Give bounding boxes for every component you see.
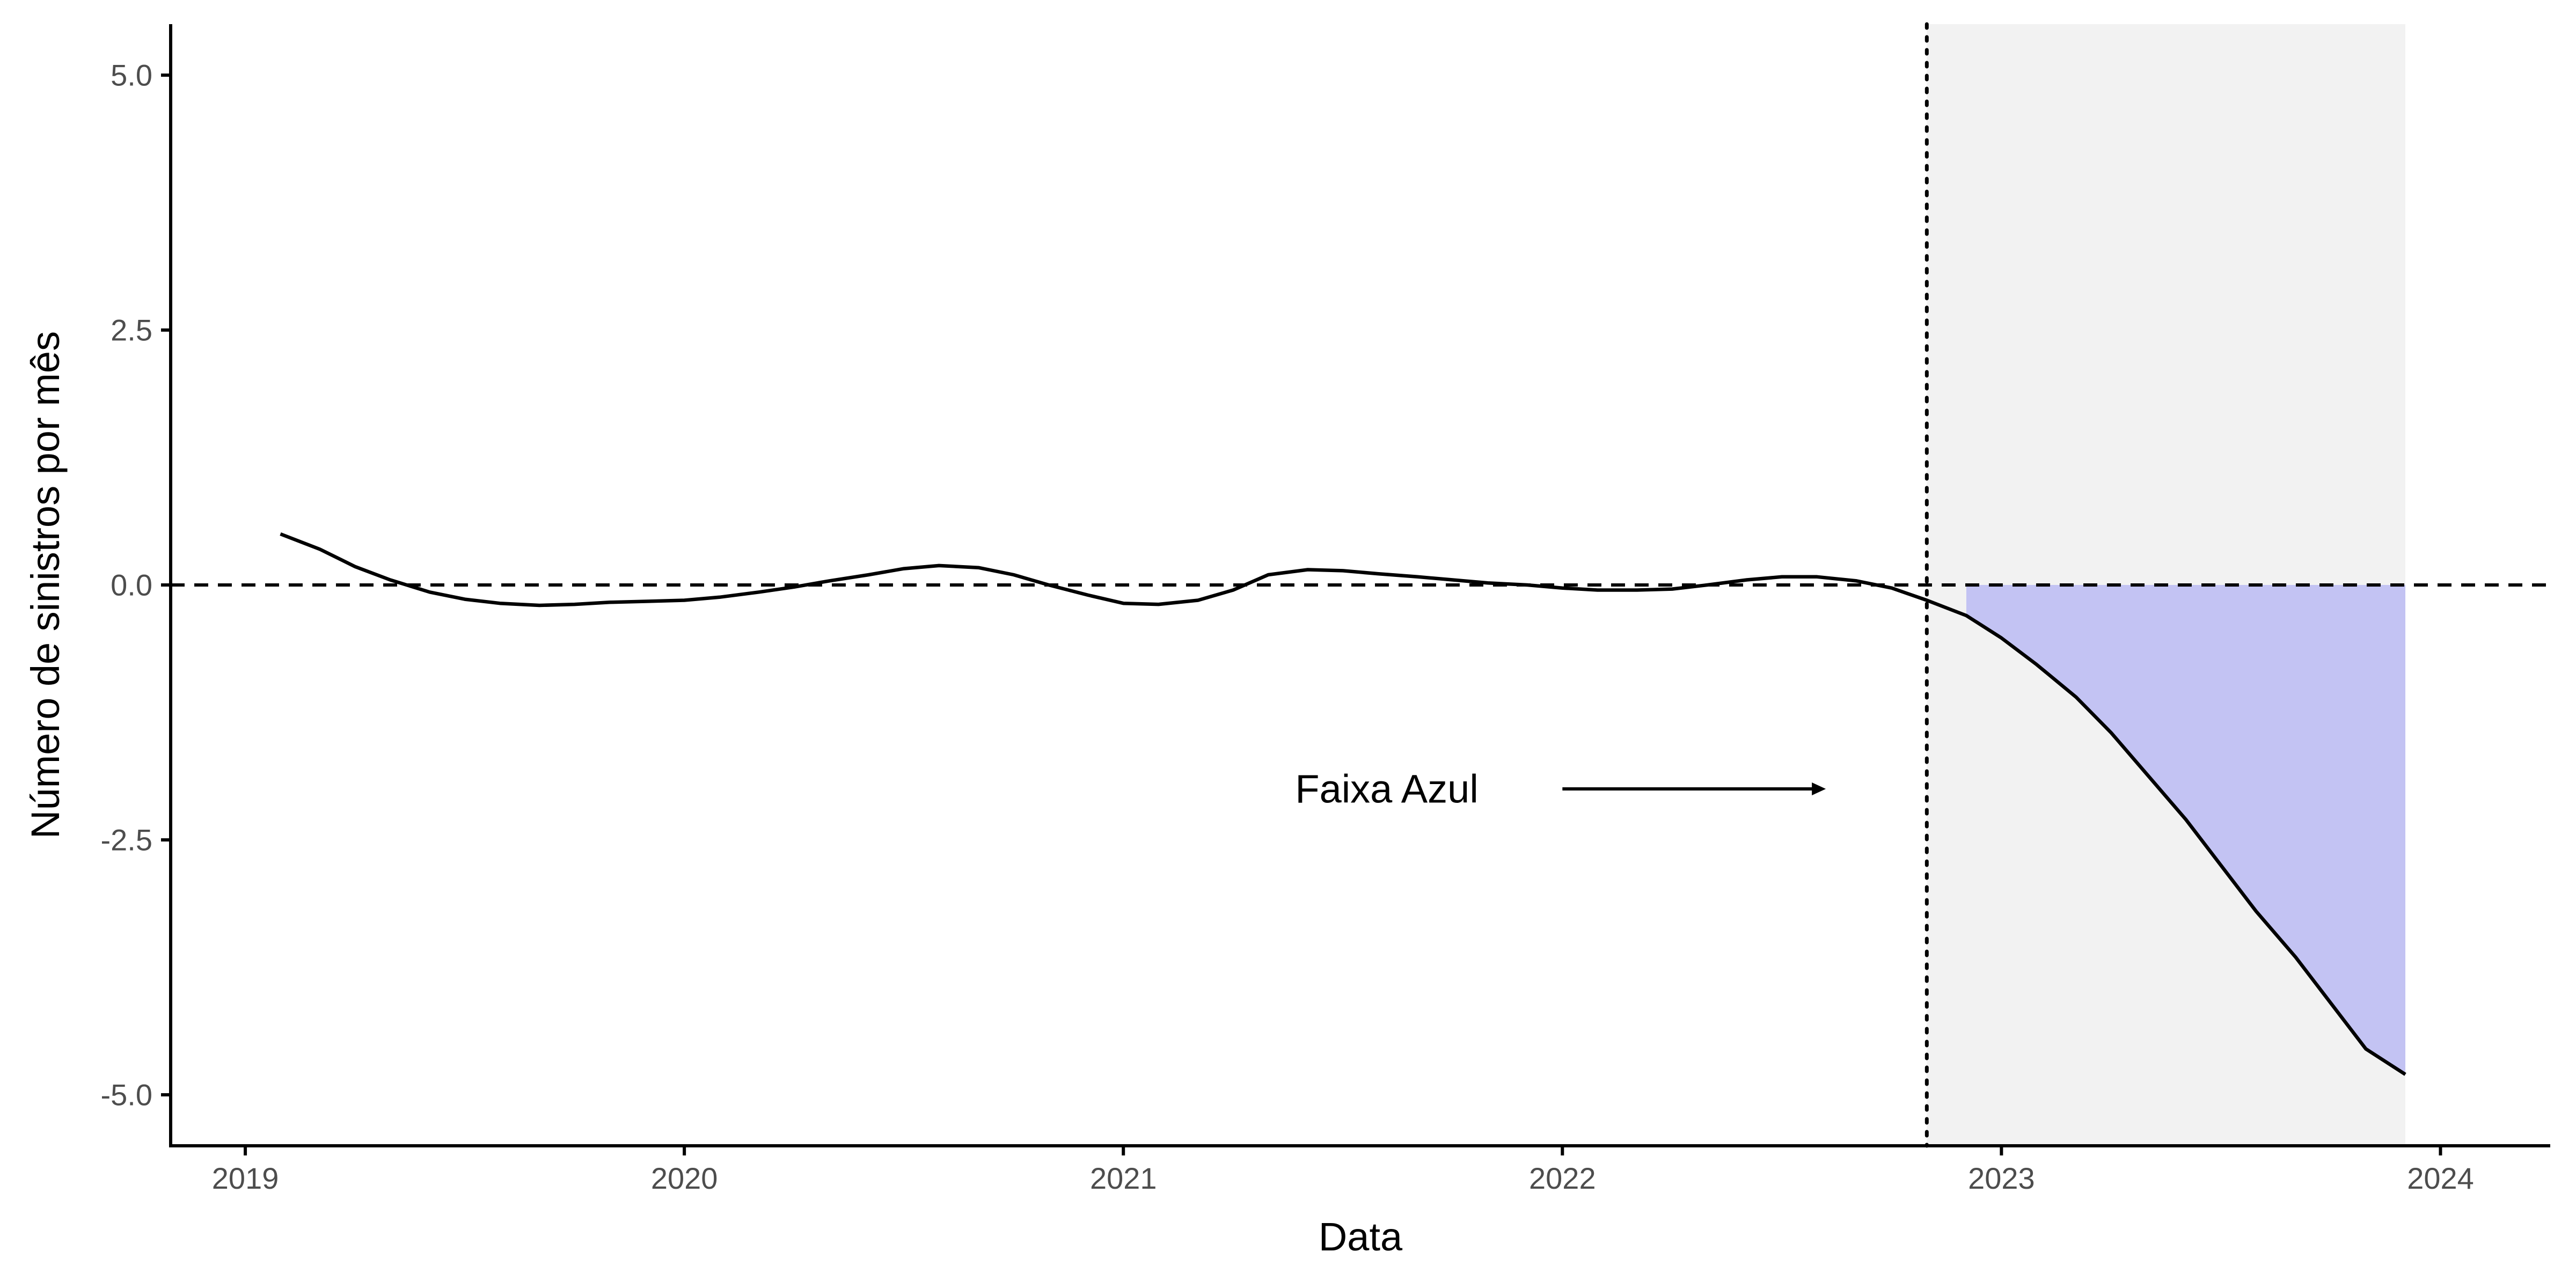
fill-below-zero xyxy=(1966,585,2406,1074)
series-line xyxy=(280,532,2406,1076)
y-tick-label: 5.0 xyxy=(111,58,152,92)
y-tick-label: 2.5 xyxy=(111,313,152,347)
x-tick-label: 2024 xyxy=(2407,1161,2474,1195)
x-tick-label: 2019 xyxy=(212,1161,279,1195)
x-tick-label: 2023 xyxy=(1968,1161,2035,1195)
annotation-arrow-head xyxy=(1812,782,1826,795)
y-tick-label: -2.5 xyxy=(101,823,153,857)
y-axis-title: Número de sinistros por mês xyxy=(23,331,68,839)
y-tick-label: 0.0 xyxy=(111,568,152,602)
fill-area-layer xyxy=(1966,585,2406,1074)
y-tick-label: -5.0 xyxy=(101,1078,153,1112)
series-layer xyxy=(280,532,2406,1076)
annotation-text: Faixa Azul xyxy=(1295,767,1478,811)
x-tick-label: 2022 xyxy=(1529,1161,1596,1195)
ticks-layer: 5.0 2.5 0.0 -2.5 -5.0 2019 2020 2021 2022 2023 202… xyxy=(101,58,2474,1196)
x-tick-label: 2021 xyxy=(1090,1161,1157,1195)
reference-lines-layer xyxy=(171,22,2550,1148)
x-tick-label: 2020 xyxy=(651,1161,718,1195)
annotation-layer: Faixa Azul xyxy=(1295,767,1826,811)
x-axis-title: Data xyxy=(1319,1214,1403,1259)
